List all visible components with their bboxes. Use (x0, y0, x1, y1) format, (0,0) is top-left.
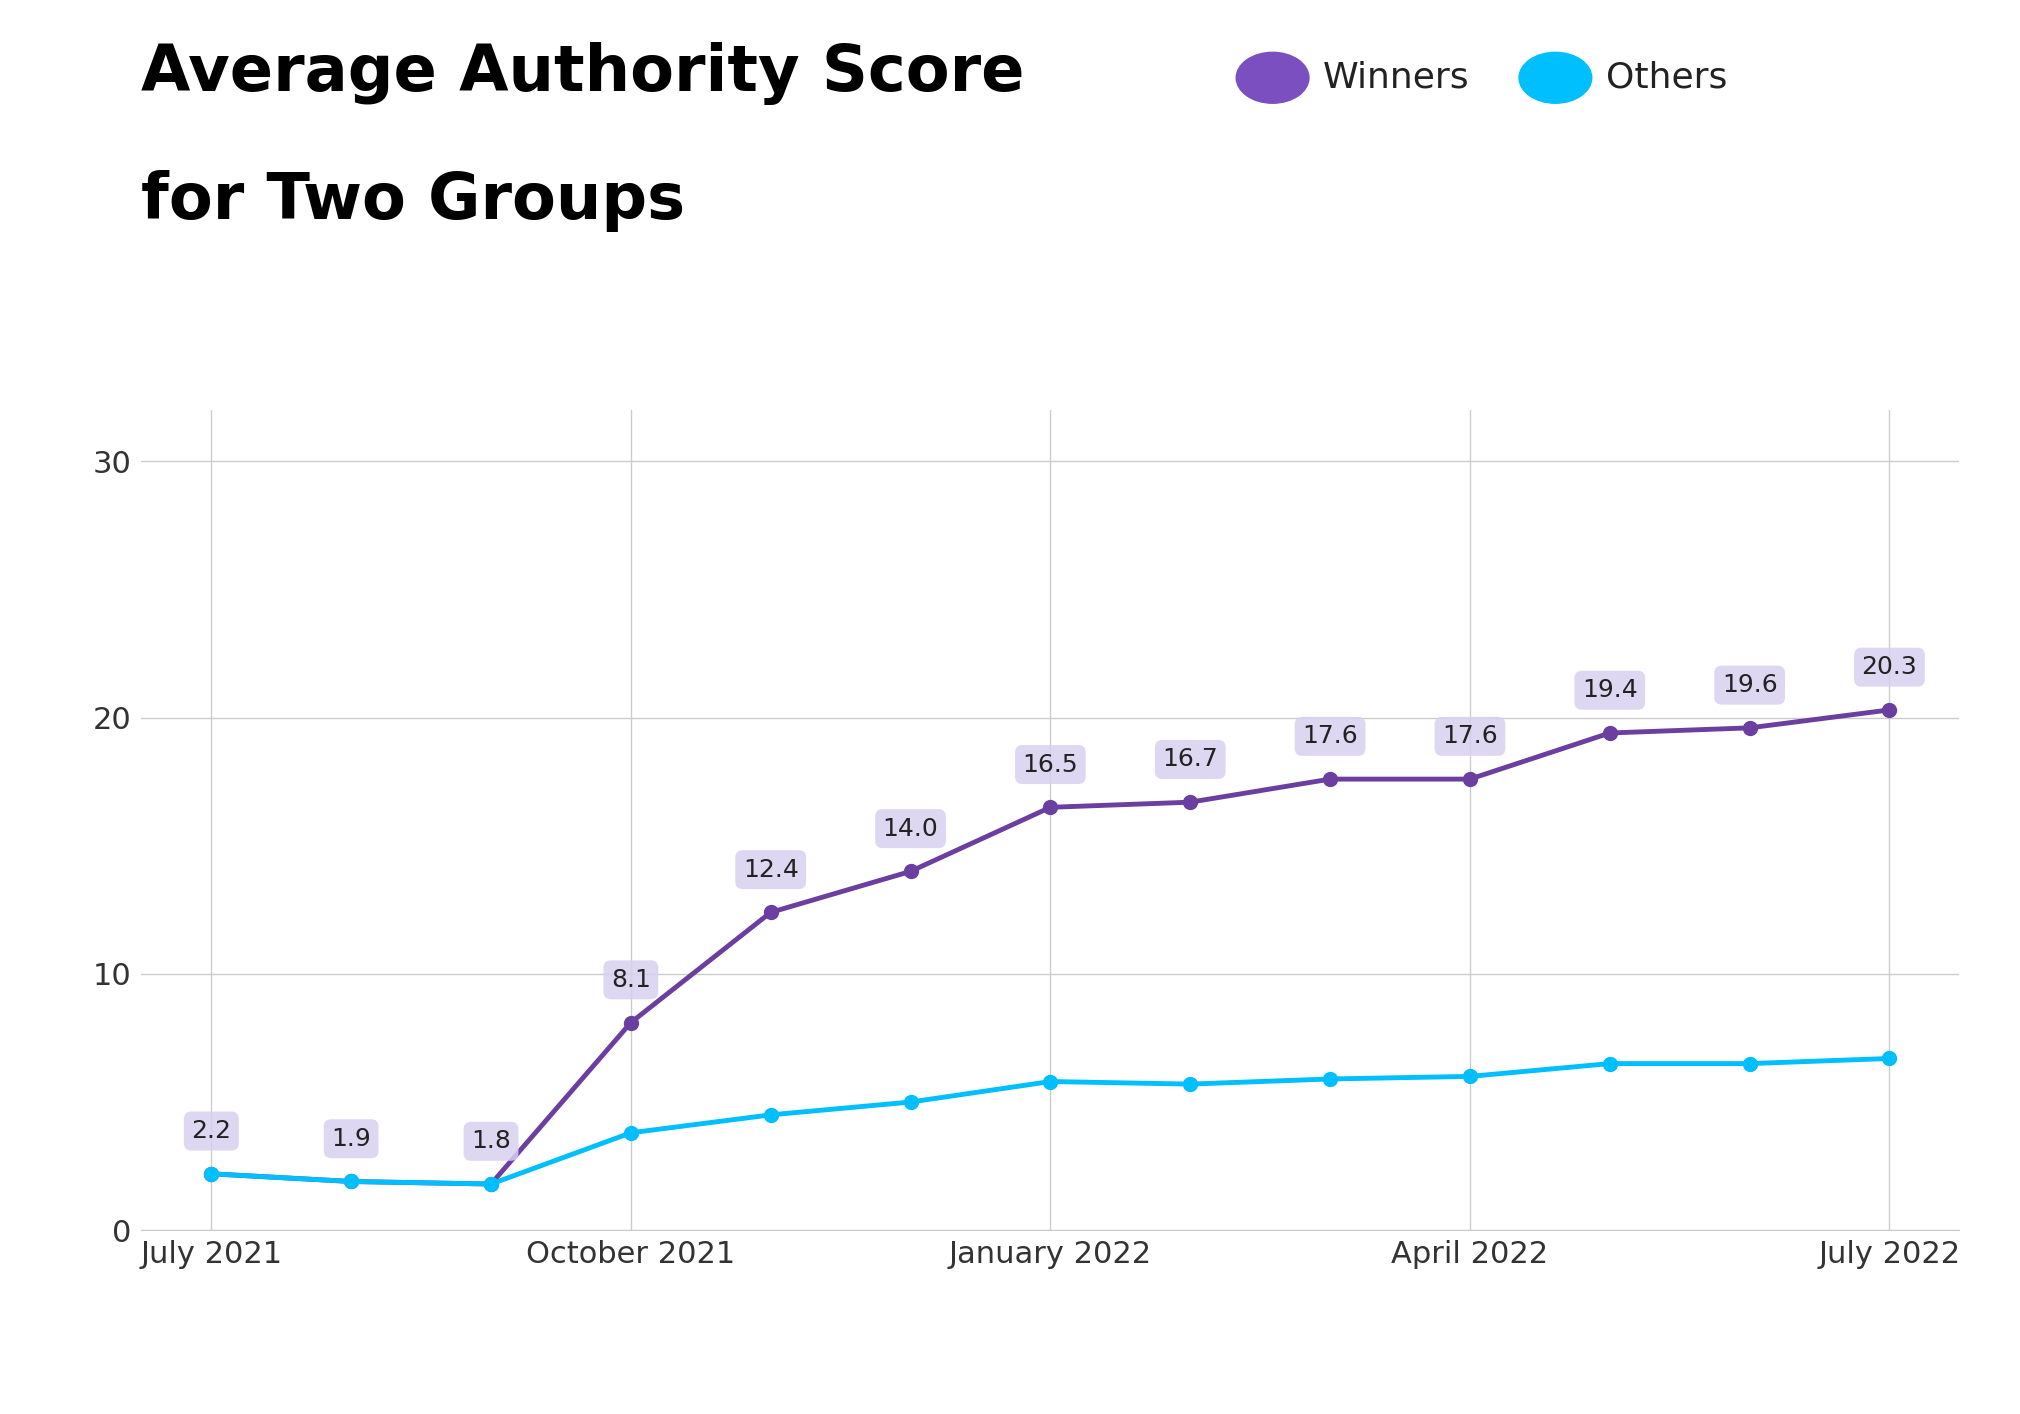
Others (899, 1093, 923, 1110)
Text: 2.2: 2.2 (192, 1118, 232, 1143)
Others (618, 1124, 642, 1141)
Winners (1877, 701, 1901, 718)
Text: 8.1: 8.1 (610, 967, 650, 991)
Text: 17.6: 17.6 (1442, 724, 1497, 748)
Winners (1038, 799, 1063, 816)
Text: 16.5: 16.5 (1022, 752, 1079, 776)
Winners (339, 1174, 364, 1191)
Text: semrush.com: semrush.com (61, 1349, 230, 1373)
Line: Winners: Winners (204, 703, 1897, 1191)
Others (1598, 1055, 1622, 1072)
Winners (1178, 793, 1202, 810)
Text: Others: Others (1606, 61, 1727, 95)
Winners (1598, 724, 1622, 741)
Text: 12.4: 12.4 (743, 858, 798, 882)
Others (1458, 1068, 1483, 1085)
Winners (760, 904, 784, 921)
Text: SEMRUSH: SEMRUSH (1759, 1343, 1959, 1379)
Text: Average Authority Score: Average Authority Score (141, 42, 1024, 106)
Others (1038, 1073, 1063, 1090)
Text: 19.4: 19.4 (1582, 679, 1638, 703)
Text: 17.6: 17.6 (1303, 724, 1357, 748)
Winners (899, 863, 923, 880)
Winners (1458, 771, 1483, 788)
Others (760, 1106, 784, 1123)
Line: Others: Others (204, 1052, 1897, 1191)
Text: 1.9: 1.9 (331, 1127, 372, 1151)
Winners (1317, 771, 1341, 788)
Text: 19.6: 19.6 (1721, 673, 1778, 697)
Others (479, 1175, 503, 1192)
Text: for Two Groups: for Two Groups (141, 170, 685, 232)
Winners (618, 1014, 642, 1031)
Others (1877, 1051, 1901, 1068)
Others (200, 1165, 224, 1182)
Text: 20.3: 20.3 (1862, 655, 1917, 679)
Others (1178, 1076, 1202, 1093)
Others (1737, 1055, 1761, 1072)
Others (1317, 1070, 1341, 1087)
Winners (479, 1175, 503, 1192)
Text: 1.8: 1.8 (471, 1130, 511, 1154)
Text: 14.0: 14.0 (883, 817, 939, 840)
Winners (200, 1165, 224, 1182)
Text: 16.7: 16.7 (1162, 748, 1218, 772)
Winners (1737, 720, 1761, 737)
Text: Winners: Winners (1323, 61, 1471, 95)
Others (339, 1174, 364, 1191)
